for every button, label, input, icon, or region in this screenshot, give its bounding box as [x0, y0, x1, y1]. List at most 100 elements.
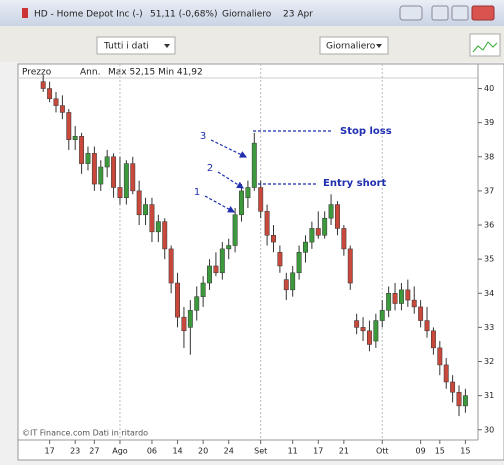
candle-body: [136, 190, 142, 216]
candle-body: [181, 316, 187, 332]
candle-body: [354, 320, 360, 328]
annotation-number: 3: [200, 131, 206, 142]
annotation-text: Entry short: [323, 178, 387, 189]
window-price: 51,11 (-0,68%): [150, 10, 218, 20]
candle-body: [194, 296, 200, 311]
y-tick-label: 31: [484, 391, 494, 400]
toolbar: [0, 26, 504, 62]
app-icon: [22, 8, 28, 18]
annotation-line: [204, 195, 236, 213]
candle-body: [405, 289, 411, 301]
y-tick-label: 35: [484, 255, 494, 264]
candle-body: [175, 282, 180, 318]
candle-body: [411, 299, 417, 308]
candle-body: [72, 136, 78, 140]
candle-body: [462, 395, 468, 407]
candle-body: [85, 153, 91, 164]
range-dropdown[interactable]: [96, 36, 176, 55]
x-tick-label: 06: [147, 447, 157, 456]
candle-body: [290, 272, 296, 291]
candle-body: [168, 248, 174, 284]
candle-body: [200, 282, 206, 297]
y-tick-label: 38: [484, 152, 494, 161]
candle-body: [347, 248, 353, 284]
candle-body: [162, 221, 168, 250]
candle-body: [283, 279, 289, 291]
annotation-number: 1: [194, 187, 200, 198]
close-button[interactable]: [471, 5, 495, 21]
candle-body: [155, 221, 161, 233]
y-tick-label: 37: [484, 186, 494, 195]
interval-dropdown[interactable]: [319, 36, 389, 55]
candle-body: [79, 136, 85, 164]
candle-body: [450, 381, 456, 393]
x-tick-label: Ott: [376, 447, 389, 456]
candle-body: [296, 252, 302, 274]
candle-body: [251, 142, 257, 188]
window-title: HD - Home Depot Inc (-): [34, 10, 143, 20]
candle-body: [239, 190, 244, 216]
candle-body: [398, 289, 404, 304]
candle-body: [59, 105, 65, 113]
y-tick-label: 32: [484, 357, 494, 366]
candle-body: [219, 248, 225, 274]
candle-body: [207, 265, 212, 284]
candle-body: [53, 98, 59, 106]
candle-body: [303, 241, 308, 253]
candle-body: [315, 228, 321, 236]
candle-body: [379, 310, 385, 321]
chart-tool-icon: [472, 41, 498, 53]
chart-series-label: Prezzo: [22, 68, 52, 78]
candle-body: [386, 293, 392, 311]
candle-body: [360, 327, 366, 332]
annotation-number: 2: [207, 163, 213, 174]
candle-body: [245, 187, 251, 198]
y-tick-label: 39: [484, 118, 494, 127]
maximize-button[interactable]: [451, 5, 469, 21]
window-period: Giornaliero: [222, 10, 272, 20]
x-tick-label: 15: [460, 447, 470, 456]
candle-body: [366, 330, 372, 345]
candle-body: [104, 156, 110, 168]
minimize-button[interactable]: [431, 5, 449, 21]
candle-body: [264, 211, 270, 236]
annotation-line: [210, 139, 248, 158]
chart-tool-button[interactable]: [469, 33, 501, 57]
candle-body: [232, 214, 238, 246]
annotation-text: Stop loss: [340, 126, 392, 137]
y-tick-label: 36: [484, 221, 494, 230]
x-tick-label: 17: [45, 447, 55, 456]
candle-body: [424, 320, 430, 332]
candle-body: [392, 293, 398, 304]
candle-body: [91, 153, 97, 185]
x-tick-label: 21: [339, 447, 349, 456]
candle-body: [111, 156, 117, 188]
candle-body: [47, 88, 53, 100]
candle-body: [341, 228, 347, 250]
candle-body: [226, 245, 232, 250]
candle-body: [309, 228, 315, 243]
candle-body: [123, 163, 129, 198]
y-tick-label: 40: [484, 84, 494, 93]
candle-body: [443, 364, 449, 383]
candle-body: [213, 265, 219, 274]
x-tick-label: 20: [198, 447, 208, 456]
candle-body: [66, 112, 72, 140]
candle-body: [187, 310, 193, 328]
candle-body: [328, 204, 334, 219]
x-tick-label: 17: [313, 447, 323, 456]
candle-body: [40, 81, 46, 89]
candle-body: [143, 204, 149, 216]
x-tick-label: 15: [435, 447, 445, 456]
candle-body: [271, 235, 276, 243]
candle-body: [130, 163, 136, 192]
y-tick-label: 30: [484, 425, 494, 434]
x-tick-label: 14: [172, 447, 182, 456]
candle-body: [373, 320, 379, 342]
candle-body: [456, 391, 462, 407]
chart-notes-label: Ann.: [80, 68, 100, 78]
candle-body: [418, 306, 424, 321]
sync-button[interactable]: [399, 5, 423, 21]
range-label: Tutti i dati: [103, 42, 149, 52]
